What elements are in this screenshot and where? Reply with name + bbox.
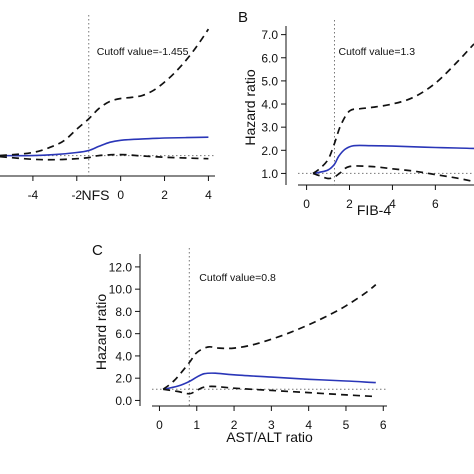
panel-fib4: B 0 2 4 6 1.0 2.0 3.0 4.0 5.0 6.0 7.0 FIB-4 Hazard ra…: [238, 9, 474, 218]
y-tick-label: 12.0: [109, 260, 133, 274]
hazard-ratio-line: [0, 136, 209, 157]
panel-ast-alt: C 0 1 2 3 4 5 6 0.0 2.0 4.0 6.0 8.0 10.0 12.0 AST/ALT r…: [92, 242, 387, 445]
y-tick-label: 6.0: [261, 51, 278, 65]
x-axis-label: AST/ALT ratio: [226, 429, 313, 445]
x-axis-label: NFS: [82, 187, 110, 203]
cutoff-label: Cutoff value=-1.455: [97, 46, 189, 58]
x-tick-label: 0: [117, 188, 124, 202]
y-tick-label: 10.0: [109, 283, 133, 297]
y-tick-label: 5.0: [261, 74, 278, 88]
y-tick-label: 8.0: [115, 305, 132, 319]
x-tick-label: 2: [346, 197, 353, 211]
panel-label: B: [238, 9, 248, 26]
hazard-ratio-line: [163, 372, 376, 391]
lower-ci-line: [312, 165, 474, 183]
x-tick-label: 4: [205, 188, 212, 202]
upper-ci-line: [0, 28, 210, 157]
x-tick-label: 6: [432, 197, 439, 211]
y-tick-label: 4.0: [115, 349, 132, 363]
x-tick-label: 1: [193, 418, 200, 432]
cutoff-label: Cutoff value=0.8: [199, 272, 276, 284]
panel-nfs: -4 -2 0 2 4 NFS Cutoff value=-1.455: [0, 15, 215, 203]
x-tick-label: 6: [380, 418, 387, 432]
y-tick-label: 6.0: [115, 327, 132, 341]
panel-label: C: [92, 242, 103, 259]
x-tick-label: 3: [268, 418, 275, 432]
y-tick-label: 4.0: [261, 98, 278, 112]
x-tick-label: 2: [231, 418, 238, 432]
hazard-ratio-line: [312, 144, 474, 175]
x-axis-label: FIB-4: [357, 202, 391, 218]
y-axis-label: Hazard ratio: [93, 294, 109, 370]
x-tick-label: -2: [71, 188, 82, 202]
upper-ci-line: [312, 43, 474, 175]
x-tick-label: 0: [303, 197, 310, 211]
x-tick-label: 5: [343, 418, 350, 432]
y-axis-label: Hazard ratio: [242, 69, 258, 145]
x-tick-label: 4: [389, 197, 396, 211]
lower-ci-line: [163, 385, 376, 398]
x-tick-label: 2: [161, 188, 168, 202]
x-tick-label: -4: [28, 188, 39, 202]
y-tick-label: 3.0: [261, 121, 278, 135]
y-tick-label: 2.0: [115, 372, 132, 386]
x-tick-label: 4: [305, 418, 312, 432]
x-tick-label: 0: [156, 418, 163, 432]
y-tick-label: 2.0: [261, 144, 278, 158]
y-tick-label: 7.0: [261, 28, 278, 42]
upper-ci-line: [162, 284, 377, 390]
cutoff-label: Cutoff value=1.3: [338, 46, 415, 58]
y-tick-label: 0.0: [115, 394, 132, 408]
lower-ci-line: [0, 153, 209, 161]
y-tick-label: 1.0: [261, 167, 278, 181]
